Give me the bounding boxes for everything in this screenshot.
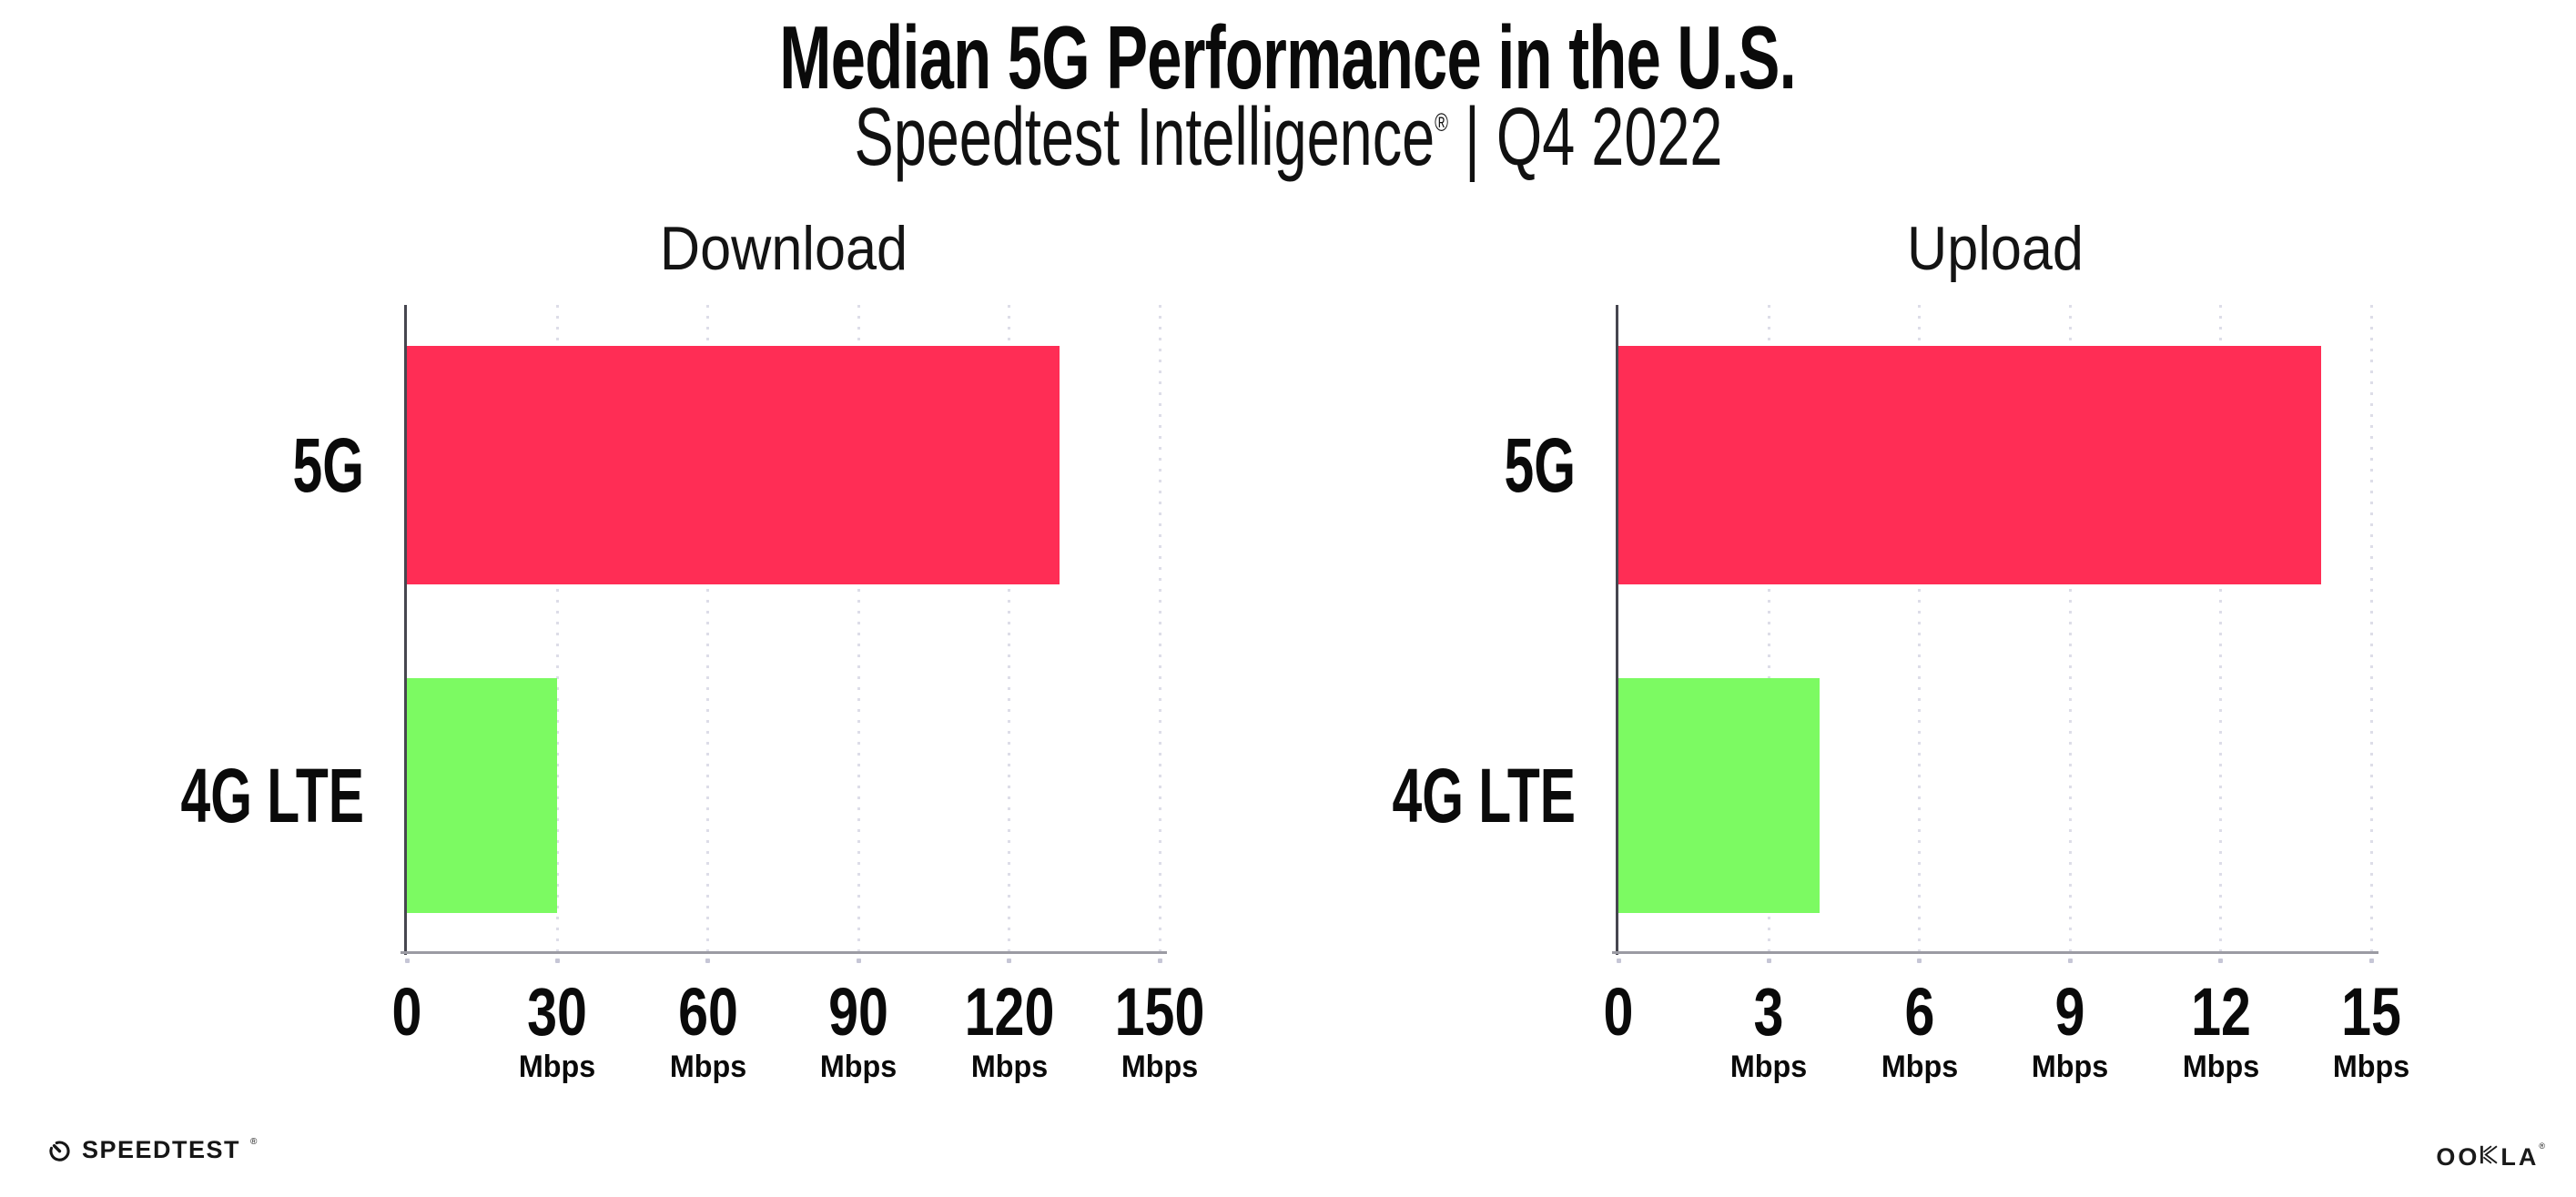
tick-unit-label-12: Mbps bbox=[2182, 1050, 2259, 1084]
category-label-4g-lte: 4G LTE bbox=[180, 753, 364, 838]
tick-dot-30 bbox=[554, 959, 560, 963]
tick-label-0: 0 bbox=[1603, 974, 1634, 1050]
tick-label-60: 60 bbox=[677, 974, 738, 1050]
tick-unit-label-6: Mbps bbox=[1881, 1050, 1958, 1084]
subtitle-period: | Q4 2022 bbox=[1447, 92, 1722, 183]
tick-dot-15 bbox=[2368, 959, 2374, 963]
ookla-k-icon bbox=[2480, 1145, 2498, 1164]
gridline-90 bbox=[857, 305, 860, 951]
download-chart: Download 0 30 Mbps 60 Mbps 90 Mbps 120 Mbps 150 Mbp… bbox=[181, 218, 1205, 1082]
page-title-text: Median 5G Performance in the U.S. bbox=[779, 7, 1797, 107]
bar-5g bbox=[407, 346, 1060, 584]
tick-label-3: 3 bbox=[1753, 974, 1784, 1050]
gridline-15 bbox=[2369, 305, 2373, 951]
upload-chart: Upload 0 3 Mbps 6 Mbps 9 Mbps 12 Mbps 15 Mbps 5G 4G L… bbox=[1393, 218, 2410, 1082]
tick-label-120: 120 bbox=[964, 974, 1054, 1050]
chart-title-download: Download bbox=[659, 214, 908, 283]
tick-label-12: 12 bbox=[2190, 974, 2251, 1050]
x-axis-spine bbox=[1612, 951, 2378, 954]
tick-unit-label-60: Mbps bbox=[669, 1050, 746, 1084]
tick-unit-label-30: Mbps bbox=[519, 1050, 596, 1084]
tick-dot-12 bbox=[2218, 959, 2224, 963]
tick-unit-label-9: Mbps bbox=[2032, 1050, 2109, 1084]
tick-unit-label-15: Mbps bbox=[2332, 1050, 2410, 1084]
bar-4g-lte bbox=[1618, 678, 1820, 913]
gridline-12 bbox=[2219, 305, 2223, 951]
tick-label-15: 15 bbox=[2341, 974, 2401, 1050]
tick-dot-90 bbox=[856, 959, 861, 963]
gridline-3 bbox=[1767, 305, 1770, 951]
page-subtitle: Speedtest Intelligence® | Q4 2022 bbox=[0, 95, 2576, 181]
y-axis-spine bbox=[1616, 305, 1618, 955]
speedtest-registered-mark: ® bbox=[250, 1137, 258, 1147]
chart-title-upload: Upload bbox=[1907, 214, 2084, 283]
tick-dot-150 bbox=[1157, 959, 1162, 963]
bar-4g-lte bbox=[407, 678, 558, 913]
tick-label-9: 9 bbox=[2054, 974, 2085, 1050]
registered-mark: ® bbox=[1434, 108, 1448, 137]
tick-unit-label-150: Mbps bbox=[1121, 1050, 1199, 1084]
tick-unit-label-3: Mbps bbox=[1730, 1050, 1808, 1084]
x-axis-spine bbox=[401, 951, 1167, 954]
tick-dot-9 bbox=[2067, 959, 2073, 963]
tick-dot-60 bbox=[705, 959, 711, 963]
gridline-6 bbox=[1918, 305, 1922, 951]
tick-label-6: 6 bbox=[1904, 974, 1935, 1050]
y-axis-spine bbox=[404, 305, 407, 955]
tick-label-90: 90 bbox=[828, 974, 889, 1050]
category-label-4g-lte: 4G LTE bbox=[1392, 753, 1576, 838]
gridline-60 bbox=[706, 305, 710, 951]
bar-5g bbox=[1618, 346, 2321, 584]
speedtest-wordmark: SPEEDTEST bbox=[82, 1136, 241, 1163]
ookla-logo: OO LA ® bbox=[2436, 1141, 2545, 1171]
speedtest-gauge-icon bbox=[49, 1141, 70, 1161]
page-title: Median 5G Performance in the U.S. bbox=[0, 11, 2576, 105]
page-subtitle-text: Speedtest Intelligence® | Q4 2022 bbox=[854, 95, 1722, 181]
gridline-120 bbox=[1008, 305, 1011, 951]
tick-dot-120 bbox=[1007, 959, 1012, 963]
tick-dot-3 bbox=[1766, 959, 1771, 963]
ookla-registered-mark: ® bbox=[2539, 1141, 2545, 1151]
tick-unit-label-120: Mbps bbox=[970, 1050, 1048, 1084]
tick-dot-0 bbox=[1616, 959, 1621, 963]
gridline-150 bbox=[1158, 305, 1161, 951]
speedtest-logo: SPEEDTEST ® bbox=[47, 1136, 258, 1163]
tick-unit-label-90: Mbps bbox=[820, 1050, 898, 1084]
category-label-5g: 5G bbox=[1504, 422, 1576, 508]
subtitle-brand: Speedtest Intelligence bbox=[854, 92, 1435, 183]
tick-dot-6 bbox=[1917, 959, 1922, 963]
category-label-5g: 5G bbox=[292, 422, 364, 508]
gridline-30 bbox=[555, 305, 559, 951]
tick-label-30: 30 bbox=[527, 974, 588, 1050]
tick-label-0: 0 bbox=[391, 974, 422, 1050]
tick-label-150: 150 bbox=[1114, 974, 1205, 1050]
gridline-9 bbox=[2068, 305, 2072, 951]
ookla-wordmark-right: LA bbox=[2500, 1143, 2540, 1171]
ookla-wordmark-left: OO bbox=[2436, 1143, 2480, 1171]
tick-dot-0 bbox=[404, 959, 410, 963]
